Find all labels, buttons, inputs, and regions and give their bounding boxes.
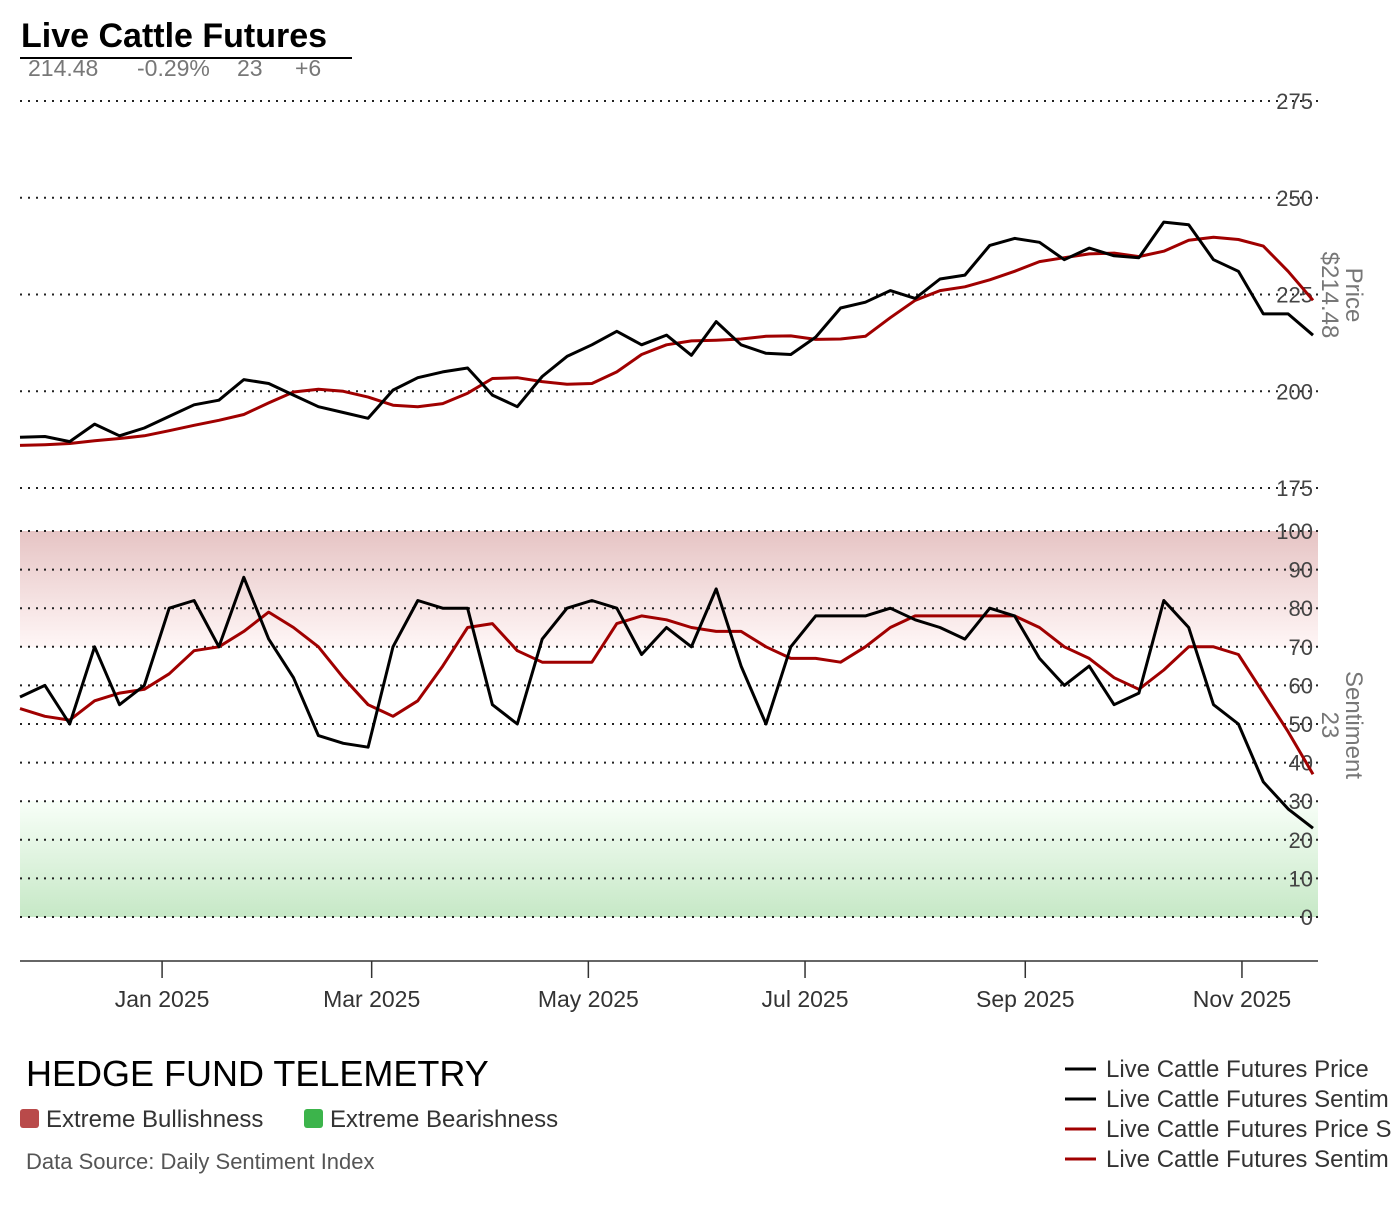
legend-label: Live Cattle Futures Sentim bbox=[1106, 1086, 1389, 1113]
y-tick-label: 200 bbox=[1276, 379, 1313, 404]
sentiment-axis-value: 23 bbox=[1316, 712, 1343, 739]
sentiment-axis-label: Sentiment 23 bbox=[1316, 671, 1367, 779]
y-tick-label: 275 bbox=[1276, 89, 1313, 114]
legend-label: Live Cattle Futures Price S bbox=[1106, 1116, 1391, 1143]
price-axis-title: Price bbox=[1340, 268, 1367, 323]
legend: Live Cattle Futures Price Live Cattle Fut… bbox=[1065, 1056, 1391, 1173]
series-lines bbox=[19, 220, 1315, 830]
legend-label: Live Cattle Futures Price bbox=[1106, 1056, 1369, 1083]
chart-title: Live Cattle Futures bbox=[21, 17, 327, 55]
x-tick-label: May 2025 bbox=[538, 986, 639, 1012]
sentiment-series-line bbox=[19, 575, 1314, 830]
y-tick-label: 30 bbox=[1289, 789, 1313, 814]
x-tick-label: Jul 2025 bbox=[762, 986, 849, 1012]
y-tick-label: 0 bbox=[1301, 905, 1313, 930]
y-tick-label: 80 bbox=[1289, 596, 1313, 621]
y-tick-label: 50 bbox=[1289, 712, 1313, 737]
price-series-line bbox=[19, 220, 1314, 444]
x-tick-label: Mar 2025 bbox=[323, 986, 420, 1012]
x-ticks: Jan 2025 Mar 2025 May 2025 Jul 2025 Sep 2025… bbox=[115, 961, 1291, 1012]
stat-sentiment-change: +6 bbox=[295, 55, 321, 81]
bearish-swatch bbox=[304, 1109, 323, 1128]
y-tick-label: 70 bbox=[1289, 635, 1313, 660]
bearish-label: Extreme Bearishness bbox=[330, 1106, 558, 1133]
stat-sentiment: 23 bbox=[237, 55, 263, 81]
bearish-band bbox=[20, 801, 1318, 917]
stat-price: 214.48 bbox=[28, 55, 98, 81]
y-tick-label: 250 bbox=[1276, 186, 1313, 211]
x-tick-label: Jan 2025 bbox=[115, 986, 210, 1012]
price-axis-label: Price $214.48 bbox=[1316, 252, 1367, 339]
legend-label: Live Cattle Futures Sentim bbox=[1106, 1146, 1389, 1173]
stat-change: -0.29% bbox=[137, 55, 210, 81]
y-tick-label: 10 bbox=[1289, 866, 1313, 891]
bullish-swatch bbox=[20, 1109, 39, 1128]
y-tick-label: 90 bbox=[1289, 558, 1313, 583]
y-tick-label: 175 bbox=[1276, 476, 1313, 501]
brand: HEDGE FUND TELEMETRY bbox=[26, 1053, 489, 1094]
price-series-line bbox=[19, 235, 1315, 447]
price-axis-value: $214.48 bbox=[1316, 252, 1343, 339]
bullish-label: Extreme Bullishness bbox=[46, 1106, 263, 1133]
sentiment-axis-title: Sentiment bbox=[1340, 671, 1367, 779]
y-tick-label: 20 bbox=[1289, 828, 1313, 853]
x-tick-label: Nov 2025 bbox=[1193, 986, 1291, 1012]
y-tick-label: 60 bbox=[1289, 673, 1313, 698]
sentiment-series-line bbox=[19, 610, 1315, 775]
x-tick-label: Sep 2025 bbox=[976, 986, 1074, 1012]
y-tick-label: 100 bbox=[1276, 519, 1313, 544]
data-source: Data Source: Daily Sentiment Index bbox=[26, 1149, 375, 1174]
